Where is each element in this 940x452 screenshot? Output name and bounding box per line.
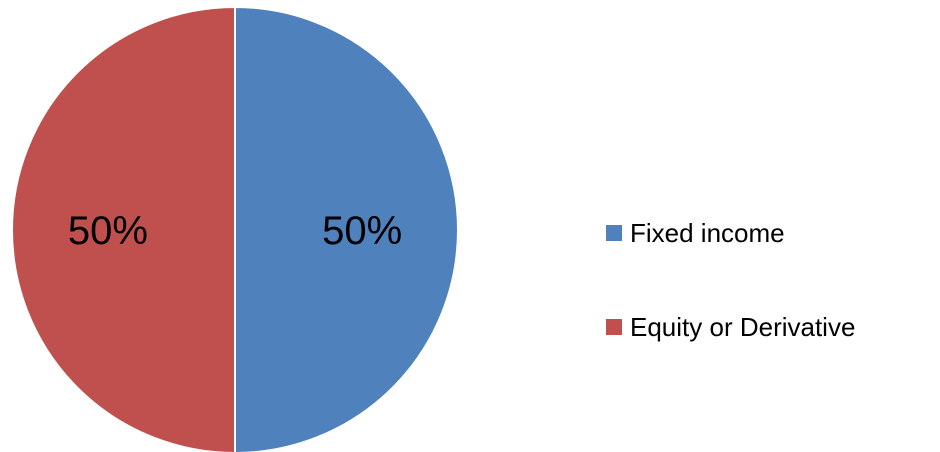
legend-label-fixed-income: Fixed income	[630, 217, 785, 248]
data-label-equity-or-derivative: 50%	[68, 209, 148, 253]
legend-item-fixed-income: Fixed income	[606, 214, 936, 252]
pie-slice-fixed-income	[234, 5, 459, 452]
legend-swatch-fixed-income	[606, 225, 622, 241]
pie-slice-equity-or-derivative	[11, 5, 236, 452]
legend-swatch-equity-or-derivative	[606, 319, 622, 335]
legend-item-equity-or-derivative: Equity or Derivative	[606, 308, 936, 346]
legend: Fixed income Equity or Derivative	[606, 214, 936, 402]
legend-label-equity-or-derivative: Equity or Derivative	[630, 311, 856, 342]
data-label-fixed-income: 50%	[322, 209, 402, 253]
